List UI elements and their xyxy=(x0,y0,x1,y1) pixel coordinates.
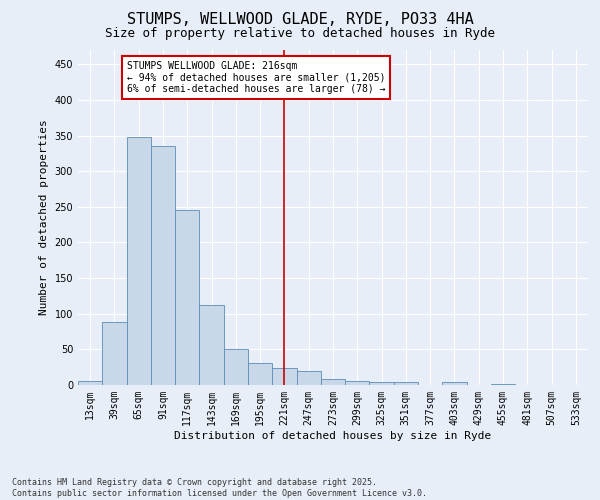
Bar xyxy=(78,382,102,385)
Bar xyxy=(175,210,199,385)
Bar xyxy=(199,305,224,385)
X-axis label: Distribution of detached houses by size in Ryde: Distribution of detached houses by size … xyxy=(175,430,491,440)
Text: STUMPS, WELLWOOD GLADE, RYDE, PO33 4HA: STUMPS, WELLWOOD GLADE, RYDE, PO33 4HA xyxy=(127,12,473,28)
Bar xyxy=(394,382,418,385)
Bar xyxy=(442,382,467,385)
Bar xyxy=(491,384,515,385)
Text: Contains HM Land Registry data © Crown copyright and database right 2025.
Contai: Contains HM Land Registry data © Crown c… xyxy=(12,478,427,498)
Y-axis label: Number of detached properties: Number of detached properties xyxy=(39,120,49,316)
Bar xyxy=(370,382,394,385)
Text: STUMPS WELLWOOD GLADE: 216sqm
← 94% of detached houses are smaller (1,205)
6% of: STUMPS WELLWOOD GLADE: 216sqm ← 94% of d… xyxy=(127,60,385,94)
Text: Size of property relative to detached houses in Ryde: Size of property relative to detached ho… xyxy=(105,28,495,40)
Bar xyxy=(321,378,345,385)
Bar xyxy=(296,372,321,385)
Bar xyxy=(248,363,272,385)
Bar xyxy=(272,368,296,385)
Bar xyxy=(102,322,127,385)
Bar xyxy=(151,146,175,385)
Bar xyxy=(127,137,151,385)
Bar xyxy=(224,350,248,385)
Bar xyxy=(345,382,370,385)
